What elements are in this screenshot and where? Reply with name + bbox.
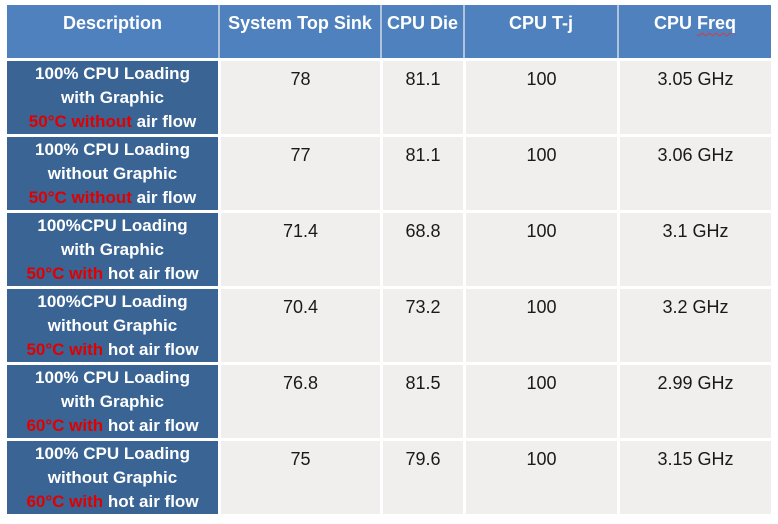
description-line-1: 100%CPU Loading (37, 215, 188, 235)
cell-description: 100%CPU Loading without Graphic 50°C wit… (7, 286, 218, 362)
cell-cpu-freq: 3.15 GHz (617, 438, 771, 514)
cell-cpu-tj: 100 (463, 362, 617, 438)
description-condition-rest: hot air flow (107, 415, 199, 435)
description-line-2: without Graphic (47, 163, 178, 183)
description-condition-rest: hot air flow (107, 263, 199, 283)
description-line-2: with Graphic (61, 87, 164, 107)
cell-description: 100% CPU Loading without Graphic 50°C wi… (7, 134, 218, 210)
description-line-1: 100% CPU Loading (35, 367, 190, 387)
description-condition-red: 60°C with (26, 415, 104, 435)
header-cell-description: Description (7, 5, 218, 58)
cell-cpu-freq: 3.2 GHz (617, 286, 771, 362)
header-cell-cpu-die: CPU Die (380, 5, 463, 58)
description-condition-rest: hot air flow (107, 339, 199, 359)
cell-system-top-sink: 76.8 (218, 362, 380, 438)
cell-cpu-tj: 100 (463, 58, 617, 134)
cell-cpu-freq: 2.99 GHz (617, 362, 771, 438)
cell-system-top-sink: 70.4 (218, 286, 380, 362)
cell-description: 100% CPU Loading without Graphic 60°C wi… (7, 438, 218, 514)
cell-description: 100%CPU Loading with Graphic 50°C with h… (7, 210, 218, 286)
description-line-1: 100% CPU Loading (35, 139, 190, 159)
description-condition-red: 60°C with (26, 491, 104, 511)
cell-description: 100% CPU Loading with Graphic 50°C witho… (7, 58, 218, 134)
cell-cpu-die: 81.1 (380, 58, 463, 134)
header-label-system-top-sink: System Top Sink (228, 13, 372, 33)
cell-system-top-sink: 75 (218, 438, 380, 514)
cell-cpu-tj: 100 (463, 134, 617, 210)
cell-cpu-die: 79.6 (380, 438, 463, 514)
cell-system-top-sink: 78 (218, 58, 380, 134)
description-line-1: 100% CPU Loading (35, 443, 190, 463)
description-line-3: 50°C without air flow (7, 110, 218, 134)
cell-system-top-sink: 71.4 (218, 210, 380, 286)
cell-cpu-tj: 100 (463, 438, 617, 514)
header-cell-system-top-sink: System Top Sink (218, 5, 380, 58)
cell-cpu-freq: 3.05 GHz (617, 58, 771, 134)
cell-description: 100% CPU Loading with Graphic 60°C with … (7, 362, 218, 438)
description-line-3: 50°C with hot air flow (7, 262, 218, 286)
cell-cpu-die: 68.8 (380, 210, 463, 286)
header-cell-cpu-tj: CPU T-j (463, 5, 617, 58)
header-label-cpu-freq-prefix: CPU (653, 13, 692, 33)
description-condition-red: 50°C with (26, 339, 104, 359)
cell-cpu-freq: 3.06 GHz (617, 134, 771, 210)
header-cell-cpu-freq: CPU Freq (617, 5, 771, 58)
description-line-1: 100% CPU Loading (35, 63, 190, 83)
description-line-3: 50°C with hot air flow (7, 338, 218, 362)
description-condition-rest: air flow (136, 187, 197, 207)
cell-system-top-sink: 77 (218, 134, 380, 210)
cell-cpu-freq: 3.1 GHz (617, 210, 771, 286)
header-label-cpu-tj: CPU T-j (508, 13, 573, 33)
cell-cpu-tj: 100 (463, 286, 617, 362)
description-line-2: with Graphic (61, 239, 164, 259)
header-label-description: Description (62, 13, 163, 33)
cell-cpu-die: 73.2 (380, 286, 463, 362)
description-line-3: 50°C without air flow (7, 186, 218, 210)
description-line-1: 100%CPU Loading (37, 291, 188, 311)
description-condition-red: 50°C without (28, 111, 132, 131)
description-line-2: without Graphic (47, 467, 178, 487)
header-label-cpu-die: CPU Die (386, 13, 458, 33)
description-condition-rest: air flow (136, 111, 197, 131)
description-condition-red: 50°C without (28, 187, 132, 207)
description-line-3: 60°C with hot air flow (7, 414, 218, 438)
description-line-3: 60°C with hot air flow (7, 490, 218, 514)
description-condition-rest: hot air flow (107, 491, 199, 511)
thermal-test-table: Description System Top Sink CPU Die CPU … (7, 5, 771, 514)
description-line-2: without Graphic (47, 315, 178, 335)
description-line-2: with Graphic (61, 391, 164, 411)
header-label-cpu-freq-word: Freq (697, 13, 737, 33)
cell-cpu-tj: 100 (463, 210, 617, 286)
cell-cpu-die: 81.5 (380, 362, 463, 438)
description-condition-red: 50°C with (26, 263, 104, 283)
cell-cpu-die: 81.1 (380, 134, 463, 210)
